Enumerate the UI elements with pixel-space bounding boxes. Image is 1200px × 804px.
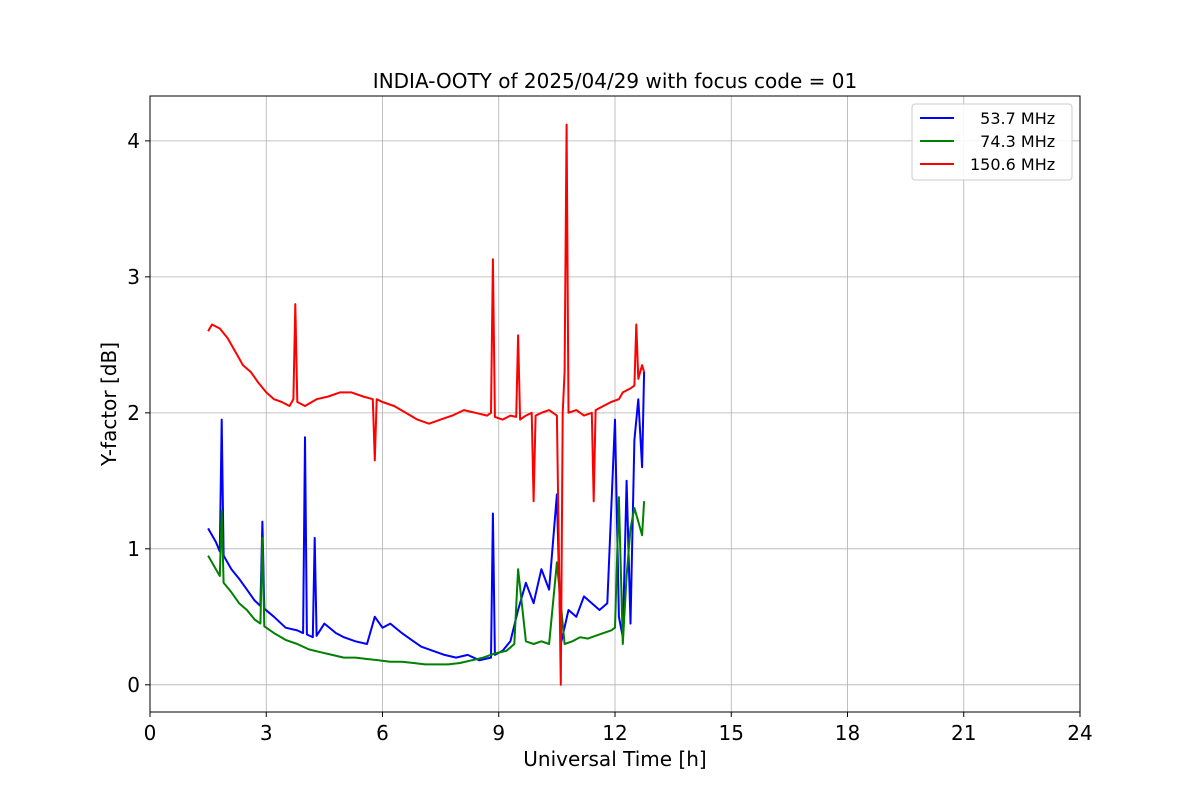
series-layer bbox=[207, 123, 646, 686]
y-tick-label: 2 bbox=[127, 401, 140, 425]
legend: 53.7 MHz 74.3 MHz 150.6 MHz bbox=[911, 103, 1073, 181]
x-tick-label: 0 bbox=[144, 721, 157, 745]
y-tick-label: 0 bbox=[127, 673, 140, 697]
x-tick-label: 3 bbox=[260, 721, 273, 745]
x-tick-label: 6 bbox=[376, 721, 389, 745]
legend-label-1: 74.3 MHz bbox=[970, 132, 1055, 151]
x-tick-label: 24 bbox=[1067, 721, 1092, 745]
y-tick-label: 4 bbox=[127, 129, 140, 153]
y-axis-label: Y-factor [dB] bbox=[97, 342, 121, 467]
legend-label-0: 53.7 MHz bbox=[970, 109, 1055, 128]
x-axis-ticks: 0 3 6 9 12 15 18 21 24 bbox=[144, 712, 1093, 745]
chart-title: INDIA-OOTY of 2025/04/29 with focus code… bbox=[373, 69, 857, 93]
x-tick-label: 9 bbox=[492, 721, 505, 745]
series-line-2 bbox=[207, 123, 646, 686]
x-axis-label: Universal Time [h] bbox=[523, 747, 706, 771]
legend-box bbox=[911, 103, 1073, 181]
x-tick-label: 12 bbox=[602, 721, 627, 745]
y-axis-ticks: 0 1 2 3 4 bbox=[127, 129, 150, 697]
series-line-1 bbox=[207, 496, 646, 666]
x-tick-label: 18 bbox=[835, 721, 860, 745]
legend-label-2: 150.6 MHz bbox=[970, 155, 1055, 174]
y-tick-label: 3 bbox=[127, 265, 140, 289]
x-tick-label: 15 bbox=[719, 721, 744, 745]
y-tick-label: 1 bbox=[127, 537, 140, 561]
x-tick-label: 21 bbox=[951, 721, 976, 745]
